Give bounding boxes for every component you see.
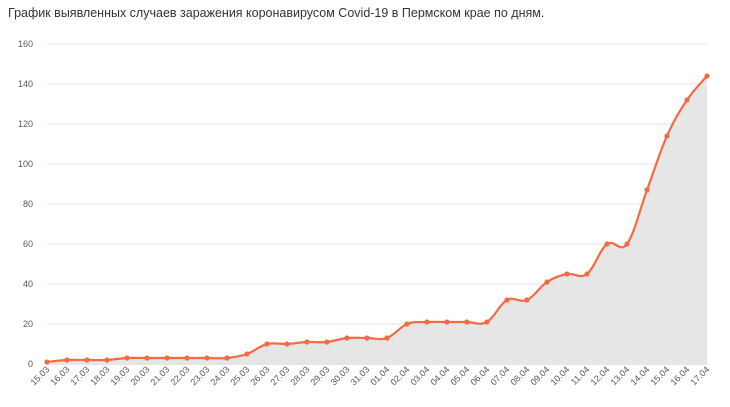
data-point-22.03 <box>184 355 190 361</box>
x-tick-label: 12.04 <box>588 364 611 387</box>
data-point-28.03 <box>304 339 310 345</box>
y-tick-label: 140 <box>18 79 33 89</box>
data-point-13.04 <box>624 241 630 247</box>
data-point-09.04 <box>544 279 550 285</box>
x-tick-label: 05.04 <box>448 364 471 387</box>
x-tick-label: 10.04 <box>548 364 571 387</box>
data-point-20.03 <box>144 355 150 361</box>
x-tick-label: 09.04 <box>528 364 551 387</box>
y-tick-label: 120 <box>18 119 33 129</box>
data-point-11.04 <box>584 271 590 277</box>
area-fill <box>47 76 707 364</box>
data-point-01.04 <box>384 335 390 341</box>
chart-title: График выявленных случаев заражения коро… <box>8 6 545 20</box>
x-tick-label: 22.03 <box>168 364 191 387</box>
x-tick-label: 06.04 <box>468 364 491 387</box>
data-point-05.04 <box>464 319 470 325</box>
x-tick-label: 07.04 <box>488 364 511 387</box>
data-point-07.04 <box>504 297 510 303</box>
x-tick-label: 29.03 <box>308 364 331 387</box>
y-tick-label: 0 <box>28 359 33 369</box>
data-point-29.03 <box>324 339 330 345</box>
x-tick-label: 23.03 <box>188 364 211 387</box>
x-tick-label: 03.04 <box>408 364 431 387</box>
x-tick-label: 28.03 <box>288 364 311 387</box>
x-tick-label: 31.03 <box>348 364 371 387</box>
x-tick-label: 16.03 <box>48 364 71 387</box>
data-point-30.03 <box>344 335 350 341</box>
x-tick-label: 04.04 <box>428 364 451 387</box>
x-tick-label: 16.04 <box>668 364 691 387</box>
x-tick-label: 30.03 <box>328 364 351 387</box>
y-tick-label: 40 <box>23 279 33 289</box>
data-point-03.04 <box>424 319 430 325</box>
data-point-18.03 <box>104 357 110 363</box>
x-tick-label: 15.04 <box>648 364 671 387</box>
data-point-31.03 <box>364 335 370 341</box>
data-point-25.03 <box>244 351 250 357</box>
data-point-16.03 <box>64 357 70 363</box>
x-axis-ticks: 15.0316.0317.0318.0319.0320.0321.0322.03… <box>28 364 711 387</box>
data-points <box>44 73 710 365</box>
data-point-24.03 <box>224 355 230 361</box>
data-point-02.04 <box>404 321 410 327</box>
data-point-26.03 <box>264 341 270 347</box>
data-point-19.03 <box>124 355 130 361</box>
y-tick-label: 160 <box>18 39 33 49</box>
data-point-15.04 <box>664 133 670 139</box>
y-tick-label: 100 <box>18 159 33 169</box>
data-point-16.04 <box>684 97 690 103</box>
series-line <box>46 75 708 364</box>
y-tick-label: 60 <box>23 239 33 249</box>
data-point-10.04 <box>564 271 570 277</box>
data-point-23.03 <box>204 355 210 361</box>
data-point-06.04 <box>484 319 490 325</box>
x-tick-label: 17.04 <box>688 364 711 387</box>
data-point-14.04 <box>644 187 650 193</box>
x-tick-label: 18.03 <box>88 364 111 387</box>
data-point-17.04 <box>704 73 710 79</box>
data-point-12.04 <box>604 241 610 247</box>
x-tick-label: 21.03 <box>148 364 171 387</box>
x-tick-label: 26.03 <box>248 364 271 387</box>
x-tick-label: 11.04 <box>569 364 592 387</box>
y-axis-ticks: 0 20 40 60 80 100 120 140 160 <box>18 39 33 369</box>
data-point-15.03 <box>44 359 50 365</box>
x-tick-label: 19.03 <box>108 364 131 387</box>
data-point-08.04 <box>524 297 530 303</box>
x-tick-label: 17.03 <box>68 364 91 387</box>
x-tick-label: 27.03 <box>268 364 291 387</box>
x-tick-label: 13.04 <box>608 364 631 387</box>
x-tick-label: 02.04 <box>388 364 411 387</box>
x-tick-label: 20.03 <box>128 364 151 387</box>
x-tick-label: 01.04 <box>368 364 391 387</box>
data-point-21.03 <box>164 355 170 361</box>
x-tick-label: 14.04 <box>628 364 651 387</box>
data-point-17.03 <box>84 357 90 363</box>
x-tick-label: 25.03 <box>228 364 251 387</box>
x-tick-label: 08.04 <box>508 364 531 387</box>
data-point-27.03 <box>284 341 290 347</box>
y-tick-label: 80 <box>23 199 33 209</box>
x-tick-label: 24.03 <box>208 364 231 387</box>
data-point-04.04 <box>444 319 450 325</box>
y-tick-label: 20 <box>23 319 33 329</box>
